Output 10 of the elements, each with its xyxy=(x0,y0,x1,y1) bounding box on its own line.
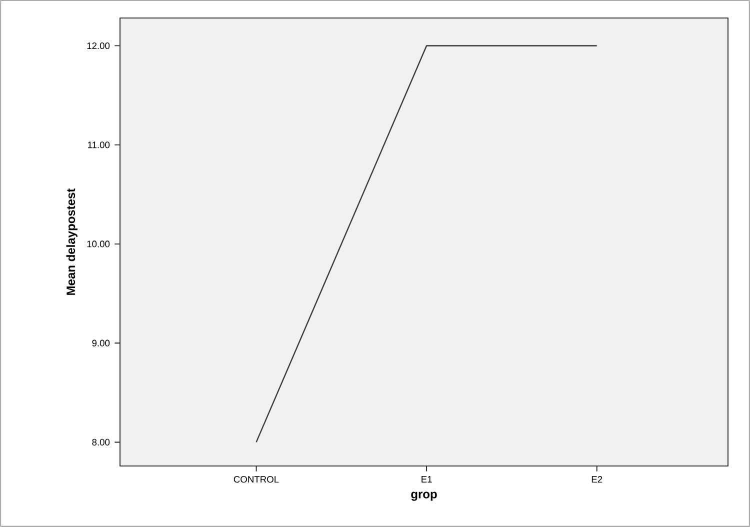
x-axis-title: grop xyxy=(411,492,437,501)
y-tick-label: 9.00 xyxy=(92,340,110,346)
y-axis-title: Mean delaypostest xyxy=(66,188,78,295)
y-tick-label: 8.00 xyxy=(92,438,110,446)
y-tick-label: 10.00 xyxy=(87,240,110,248)
y-tick-label: 12.00 xyxy=(87,42,110,50)
x-tick-label: E2 xyxy=(592,476,602,483)
x-tick-label: CONTROL xyxy=(234,476,279,483)
y-tick-label: 11.00 xyxy=(88,142,110,148)
x-tick-label: E1 xyxy=(422,476,432,482)
